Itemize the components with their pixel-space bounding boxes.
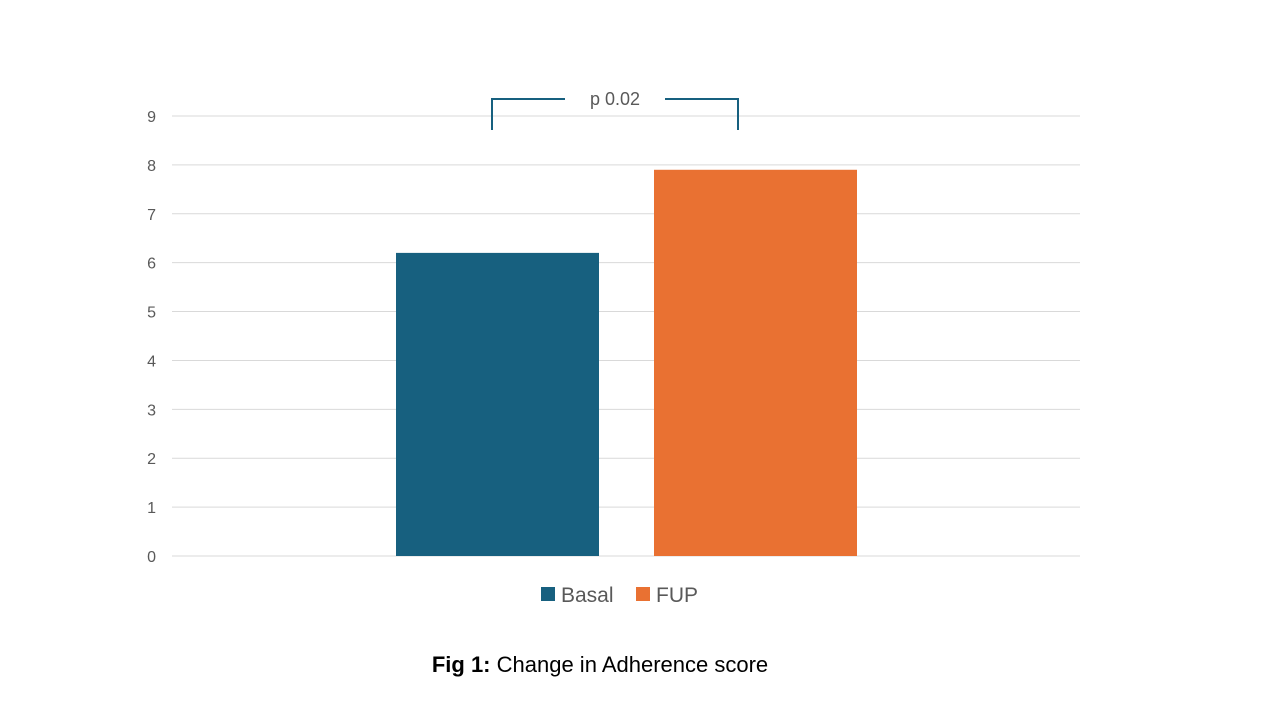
legend-swatch-basal [541,587,555,601]
significance-annotation: p 0.02 [491,89,739,130]
figure-caption-label: Fig 1: [431,652,491,677]
legend-swatch-fup [636,587,650,601]
bar-basal [396,252,599,556]
y-tick-label: 5 [147,305,156,322]
bracket-left-arm [491,98,565,130]
y-axis-tick-labels: 0 1 2 3 4 5 6 7 8 9 [147,109,156,566]
legend-label-fup: FUP [656,584,698,607]
p-value-label: p 0.02 [590,89,640,109]
legend: Basal FUP [541,584,698,607]
bars [396,169,857,556]
y-tick-label: 9 [147,109,156,126]
gridlines [172,115,1080,557]
y-tick-label: 7 [147,207,156,224]
y-tick-label: 8 [147,158,156,175]
y-tick-label: 3 [147,402,156,419]
figure-caption: Fig 1: Change in Adherence score [0,652,1200,678]
bar-fup [654,169,857,556]
y-tick-label: 6 [147,256,156,273]
y-tick-label: 0 [147,549,156,566]
y-tick-label: 1 [147,500,156,517]
y-tick-label: 2 [147,451,156,468]
y-tick-label: 4 [147,353,156,370]
legend-label-basal: Basal [561,584,614,607]
figure-caption-text: Change in Adherence score [490,652,769,677]
bracket-right-arm [665,98,739,130]
